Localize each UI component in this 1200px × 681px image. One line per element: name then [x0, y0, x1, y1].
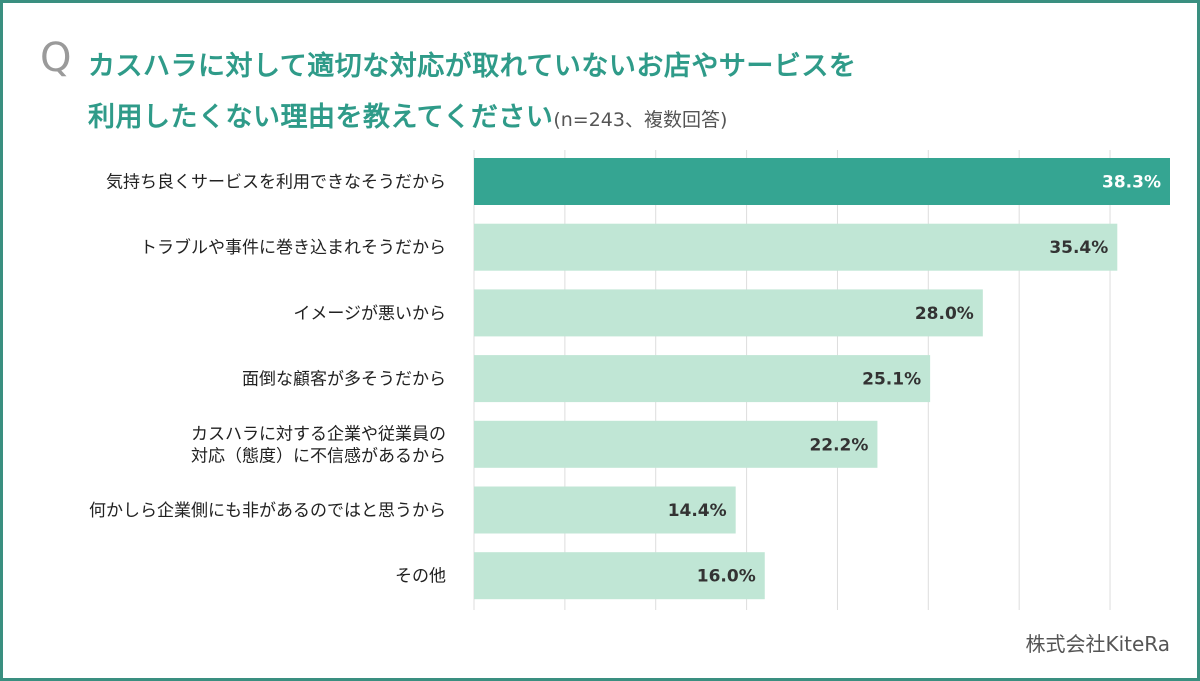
bar-5: [474, 420, 878, 468]
bar-2: [474, 223, 1118, 271]
value-label-4: 25.1%: [862, 370, 921, 390]
company-credit: 株式会社KiteRa: [1025, 632, 1170, 656]
category-label-4: 面倒な顧客が多そうだから: [242, 370, 446, 390]
bar-7: [474, 552, 765, 600]
category-label-5-line-1: カスハラに対する企業や従業員の: [191, 424, 446, 444]
bar-3: [474, 289, 983, 337]
bar-1: [474, 158, 1170, 205]
value-labels: 38.3% 35.4% 28.0% 25.1% 22.2% 14.4% 16.0%: [668, 173, 1161, 587]
category-labels: 気持ち良くサービスを利用できなそうだからトラブルや事件に巻き込まれそうだからイメ…: [89, 173, 446, 587]
question-title-line-2-text: 利用したくない理由を教えてください: [88, 102, 554, 133]
question-mark-icon: Q: [40, 35, 72, 81]
value-label-1: 38.3%: [1102, 173, 1161, 193]
category-label-5-line-2: 対応（態度）に不信感があるから: [191, 446, 446, 466]
question-title-line-1: カスハラに対して適切な対応が取れていないお店やサービスを: [88, 51, 857, 82]
bar-6: [474, 486, 736, 534]
category-label-2: トラブルや事件に巻き込まれそうだから: [140, 237, 446, 258]
sample-size-note: (n=243、複数回答): [553, 109, 728, 131]
category-label-6: 何かしら企業側にも非があるのではと思うから: [89, 501, 446, 521]
question-title-line-2: 利用したくない理由を教えてください(n=243、複数回答): [88, 95, 727, 134]
value-label-6: 14.4%: [668, 501, 727, 521]
value-label-3: 28.0%: [915, 304, 974, 324]
bar-4: [474, 355, 931, 403]
value-label-2: 35.4%: [1049, 238, 1108, 258]
bars: [474, 158, 1170, 600]
category-label-7: その他: [395, 567, 446, 587]
category-label-1: 気持ち良くサービスを利用できなそうだから: [106, 173, 446, 193]
value-label-7: 16.0%: [697, 567, 756, 587]
value-label-5: 22.2%: [809, 435, 868, 455]
category-label-3: イメージが悪いから: [293, 304, 446, 324]
